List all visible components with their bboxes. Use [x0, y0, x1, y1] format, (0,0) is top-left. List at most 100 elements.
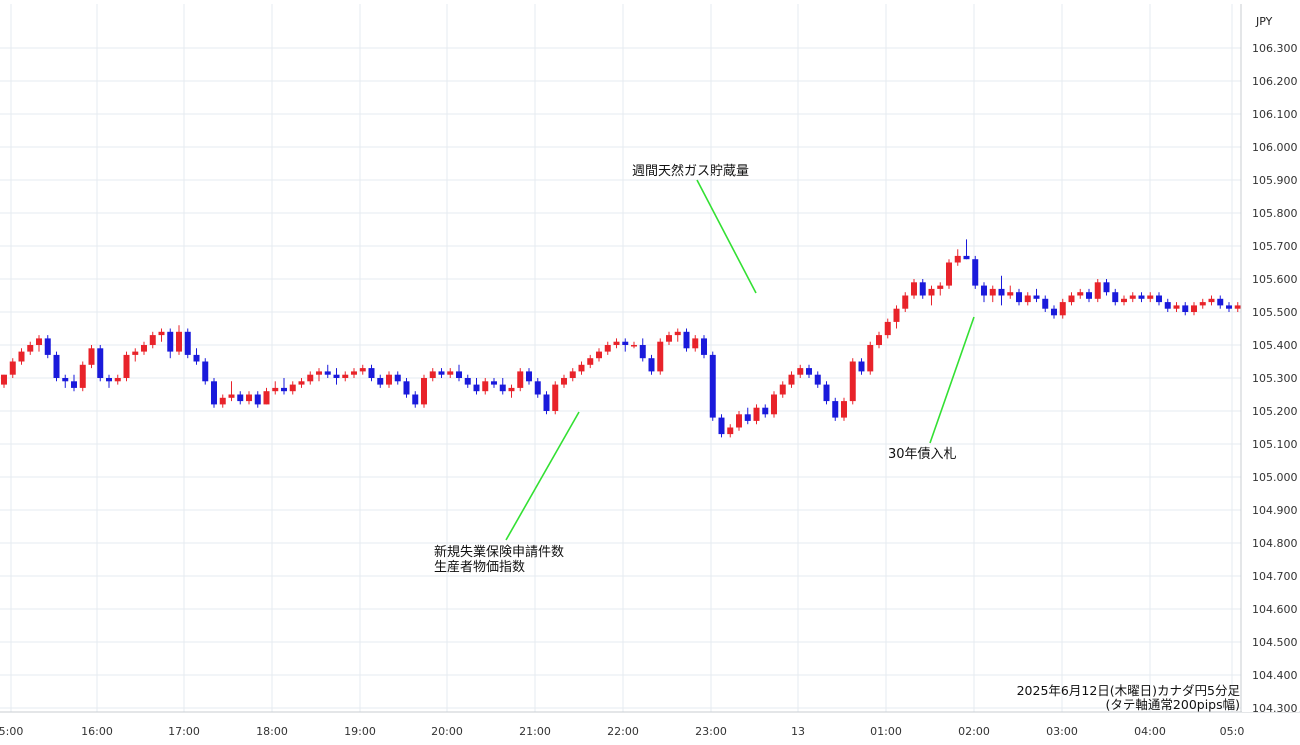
candle-body [298, 381, 305, 385]
candle-body [902, 295, 909, 309]
candle-body [421, 378, 427, 405]
candle-body [727, 427, 734, 435]
y-tick-label: 105.900 [1252, 174, 1298, 187]
candle-body [403, 381, 410, 395]
axes: JPY 106.300 106.200 106.100 106.000 105.900 1… [0, 4, 1300, 738]
candle-body [211, 381, 217, 405]
y-tick-label: 106.100 [1252, 108, 1298, 121]
candle-body [814, 374, 821, 385]
candle-body [1234, 305, 1241, 309]
candle-body [1016, 292, 1022, 303]
candle-body [237, 394, 244, 402]
candle-body [832, 401, 839, 418]
candle-body [219, 397, 226, 405]
chart-caption: 2025年6月12日(木曜日)カナダ円5分足 (タテ軸通常200pips幅) [1017, 683, 1241, 712]
candle-body [526, 371, 532, 382]
candle-body [193, 354, 200, 362]
currency-label: JPY [1255, 15, 1273, 28]
candle-body [1156, 295, 1162, 303]
candle-body [779, 384, 786, 395]
candle-body [351, 371, 357, 375]
x-tick-label: 17:00 [168, 725, 200, 738]
candle-body [263, 391, 270, 405]
candle-body [1086, 292, 1092, 299]
candle-body [674, 331, 681, 336]
candle-body [27, 345, 34, 352]
x-tick-label: 22:00 [607, 725, 639, 738]
candle-body [998, 288, 1005, 296]
annotation-leader-line [505, 411, 580, 541]
candle-body [692, 338, 699, 349]
y-tick-label: 105.200 [1252, 405, 1298, 418]
candle-body [149, 335, 156, 345]
candle-body [1164, 302, 1171, 309]
candle-body [893, 308, 900, 322]
candle-body [456, 371, 462, 378]
candle-body [114, 378, 121, 382]
candle-body [596, 351, 602, 359]
x-tick-label: 5:00 [0, 725, 23, 738]
candle-body [281, 387, 287, 392]
candle-body [44, 338, 51, 355]
candle-body [246, 394, 252, 402]
candle-body [718, 417, 725, 435]
candle-body [36, 338, 42, 345]
y-tick-label: 105.500 [1252, 306, 1298, 319]
candle-body [648, 358, 655, 372]
candle-body [167, 331, 174, 352]
annotation-leader-line [929, 316, 975, 444]
candle-body [657, 341, 664, 372]
candle-body [709, 354, 716, 418]
candle-body [823, 384, 830, 402]
candle-body [613, 341, 620, 345]
candle-body [1208, 298, 1215, 303]
candles [1, 239, 1241, 438]
candle-body [412, 394, 419, 405]
candle-body [141, 345, 147, 352]
caption-line-2: (タテ軸通常200pips幅) [1106, 697, 1240, 712]
candle-body [184, 331, 191, 355]
candle-body [394, 374, 401, 382]
candle-body [867, 345, 874, 372]
candle-body [919, 282, 926, 296]
candle-body [1121, 298, 1127, 303]
candle-body [1199, 302, 1206, 306]
candle-body [79, 364, 86, 388]
candle-body [18, 351, 25, 362]
candle-body [744, 414, 751, 421]
candle-body [438, 371, 445, 375]
candle-body [631, 345, 637, 347]
y-tick-label: 105.800 [1252, 207, 1298, 220]
candle-body [272, 387, 279, 392]
candle-body [841, 401, 847, 418]
candle-body [289, 384, 296, 392]
candle-body [972, 259, 979, 286]
candle-body [876, 335, 882, 345]
candle-body [307, 374, 314, 382]
x-tick-label: 23:00 [695, 725, 727, 738]
candle-body [911, 282, 917, 296]
candle-body [1094, 282, 1101, 299]
candle-body [1191, 305, 1197, 312]
candle-body [316, 371, 322, 375]
x-tick-label: 03:00 [1046, 725, 1078, 738]
candle-body [482, 381, 489, 392]
candle-body [806, 368, 812, 375]
y-tick-label: 106.200 [1252, 75, 1298, 88]
candle-body [9, 361, 16, 375]
candle-body [158, 331, 165, 336]
candle-body [1173, 305, 1180, 309]
candle-body [62, 378, 69, 382]
candle-body [132, 351, 139, 355]
candle-body [1138, 295, 1145, 299]
candle-body [1129, 295, 1136, 299]
candle-body [491, 381, 497, 385]
candle-body [753, 407, 760, 421]
annotation-label: 週間天然ガス貯蔵量 [632, 163, 749, 179]
candle-body [342, 374, 349, 378]
candle-body [106, 378, 112, 382]
candle-body [569, 371, 576, 378]
y-tick-label: 106.300 [1252, 42, 1298, 55]
candle-body [622, 341, 629, 345]
